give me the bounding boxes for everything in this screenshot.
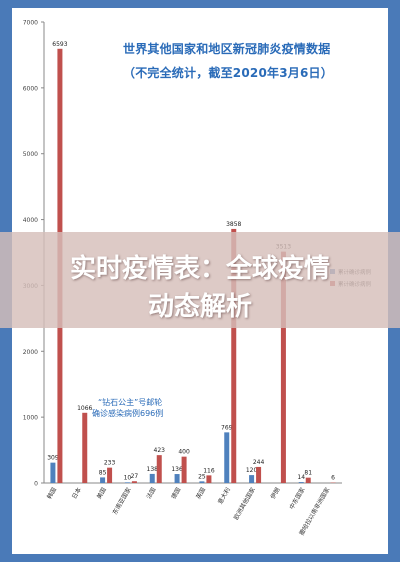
chart-title: 世界其他国家和地区新冠肺炎疫情数据 [123,42,331,56]
category-label: 欧洲其他国家 [232,486,257,521]
bar-red [256,466,262,483]
data-label: 309 [47,455,59,462]
category-label: 意大利 [216,486,232,506]
bar-red [231,228,237,483]
data-label: 3858 [226,221,241,228]
data-label: 6 [331,475,335,482]
headline-banner: 实时疫情表：全球疫情 动态解析 [0,232,400,328]
data-label: 120 [246,467,258,474]
bar-red [131,481,137,483]
bar-blue [224,432,230,483]
y-tick-label: 0 [34,481,38,488]
bar-blue [199,481,205,483]
bar-red [305,477,311,483]
bar-blue [174,474,180,483]
data-label: 423 [154,447,166,454]
bar-red [206,475,212,483]
y-tick-label: 7000 [23,20,38,27]
bar-blue [124,482,130,483]
bar-red [181,456,187,483]
y-tick-label: 5000 [23,151,38,158]
data-label: 10 [124,474,132,481]
data-label: 138 [147,466,159,473]
category-label: 中东国家 [288,486,307,511]
data-label: 116 [203,467,215,474]
bar-red [107,467,113,483]
data-label: 6593 [52,41,67,48]
bar-blue [298,482,304,483]
category-label: 美国 [95,486,108,500]
category-label: 韩国 [45,486,58,500]
data-label: 136 [171,466,183,473]
data-label: 27 [131,473,139,480]
chart-subtitle: （不完全统计，截至2020年3月6日） [123,66,333,80]
bar-blue [100,477,106,483]
data-label: 244 [253,459,265,466]
data-label: 1066 [77,405,92,412]
bar-red [156,455,162,483]
headline-line2: 动态解析 [147,292,252,322]
data-label: 85 [99,469,107,476]
data-label: 233 [104,460,116,467]
data-label: 25 [198,473,206,480]
y-tick-label: 1000 [23,415,38,422]
y-tick-label: 2000 [23,349,38,356]
bar-red [280,251,286,483]
data-label: 769 [221,424,233,431]
headline-line1: 实时疫情表：全球疫情 [69,254,330,284]
data-label: 14 [297,474,305,481]
category-label: 东南亚国家 [111,486,133,516]
category-label: 法国 [145,486,158,500]
bar-red [82,412,88,483]
bar-blue [149,473,155,483]
category-label: 英国 [194,486,207,500]
cruise-annotation-line1: “钻石公主”号邮轮 [98,398,163,407]
bar-blue [50,462,56,483]
data-label: 400 [178,449,190,456]
cruise-annotation-line2: 确诊感染病例696例 [92,409,164,418]
y-tick-label: 6000 [23,85,38,92]
category-label: 德国 [169,486,182,500]
y-tick-label: 4000 [23,217,38,224]
category-label: 伊朗 [269,486,282,500]
bar-blue [249,475,255,483]
category-label: 日本 [70,486,83,500]
data-label: 81 [304,470,312,477]
